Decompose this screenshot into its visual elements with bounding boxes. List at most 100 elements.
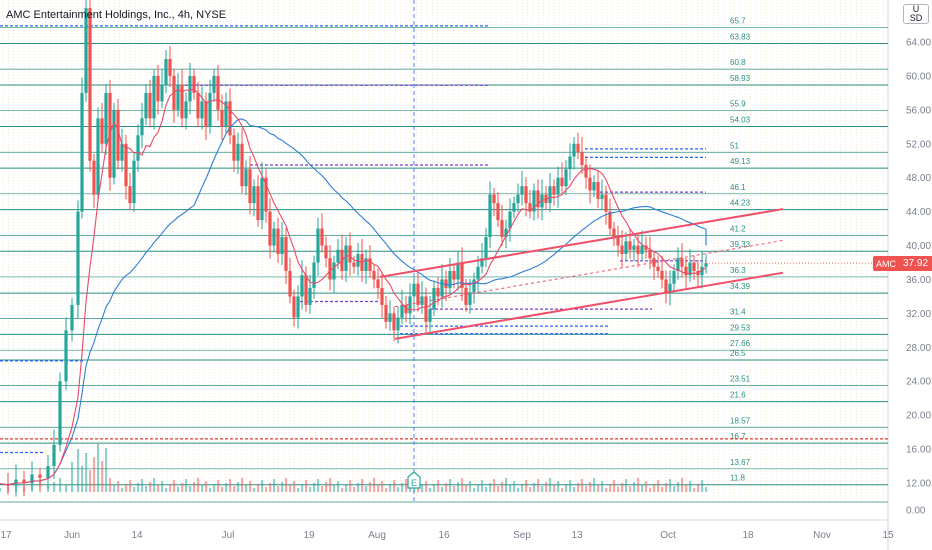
candle-body [684, 266, 688, 276]
candle-body [408, 296, 412, 314]
candle-body [640, 245, 644, 255]
volume-bar [545, 482, 548, 492]
candle-body [436, 287, 440, 297]
candle-body [416, 283, 420, 305]
volume-bar [59, 478, 62, 492]
candle-body [564, 169, 568, 187]
volume-bar [409, 486, 412, 492]
candle-body [568, 156, 572, 170]
volume-bar [617, 487, 620, 492]
volume-bar [385, 488, 388, 492]
candle-body [192, 75, 196, 93]
candle-body [628, 241, 632, 250]
volume-bar [317, 479, 320, 492]
volume-bar [293, 481, 296, 492]
candle-body [292, 296, 296, 318]
last-price-value: 37.92 [899, 256, 932, 271]
candle-body [456, 262, 460, 280]
volume-bar [653, 484, 656, 492]
candle-body [384, 304, 388, 322]
candle-body [480, 258, 484, 267]
earnings-marker[interactable]: E [407, 471, 421, 489]
volume-bar [121, 488, 124, 492]
volume-bar [301, 484, 304, 492]
volume-bar [169, 484, 172, 492]
volume-bar [265, 487, 268, 492]
volume-bar [333, 485, 336, 492]
candle-body [484, 237, 488, 259]
volume-bar [305, 480, 308, 492]
candle-body [252, 186, 256, 204]
candle-body [668, 283, 672, 293]
volume-bar [661, 487, 664, 492]
volume-bar [89, 470, 92, 492]
volume-bar [173, 480, 176, 492]
candle-body [308, 287, 312, 305]
candle-body [552, 186, 556, 195]
candle-body [592, 181, 596, 191]
candle-body [152, 75, 156, 119]
candle-body [536, 190, 540, 208]
volume-bar [257, 484, 260, 492]
candle-body [520, 186, 524, 195]
candle-body [196, 92, 200, 119]
candle-body [664, 279, 668, 293]
level-label: 36.3 [730, 266, 746, 275]
volume-bar [589, 482, 592, 492]
candle-body [636, 245, 640, 255]
volume-bar [509, 485, 512, 492]
candle-body [680, 258, 684, 267]
candle-body [476, 266, 480, 280]
y-tick-label: 24.00 [906, 377, 931, 388]
candle-body [224, 101, 228, 127]
currency-button[interactable]: U SD [903, 4, 929, 24]
volume-bar [277, 486, 280, 492]
volume-bar [401, 483, 404, 492]
candle-body [348, 245, 352, 263]
level-label: 58.93 [730, 74, 751, 83]
candle-body [264, 177, 268, 212]
volume-bar [561, 488, 564, 492]
volume-bar [425, 481, 428, 492]
earnings-marker-shape [407, 471, 421, 489]
candle-body [364, 258, 368, 271]
volume-bar [581, 479, 584, 492]
candle-body [548, 186, 552, 204]
volume-bar [345, 484, 348, 492]
candle-body [584, 164, 588, 178]
level-label: 44.23 [730, 199, 751, 208]
candle-body [496, 203, 500, 221]
volume-bar [649, 488, 652, 492]
candle-body [304, 275, 308, 305]
level-label: 51 [730, 141, 739, 150]
candle-body [704, 263, 708, 267]
volume-bar [469, 481, 472, 492]
level-label: 46.1 [730, 183, 746, 192]
candle-body [560, 177, 564, 187]
candle-body [148, 92, 152, 119]
candle-body [164, 58, 168, 85]
ma-slow-line [0, 118, 707, 486]
candle-body [596, 181, 600, 199]
candle-body [120, 143, 124, 161]
candle-body [38, 474, 42, 478]
candle-body [244, 169, 248, 187]
volume-bar [673, 486, 676, 492]
candle-body [572, 143, 576, 157]
level-label: 29.53 [730, 323, 751, 332]
candle-body [580, 152, 584, 165]
volume-bar [689, 481, 692, 492]
candle-body [84, 8, 88, 93]
candle-body [440, 279, 444, 297]
candle-body [532, 190, 536, 212]
y-tick-label: 40.00 [906, 241, 931, 252]
candle-body [608, 211, 612, 229]
volume-bar [233, 486, 236, 492]
candle-body [104, 92, 108, 144]
volume-bar [205, 481, 208, 492]
volume-bar [585, 486, 588, 492]
volume-bar [389, 484, 392, 492]
x-tick-label: Jun [64, 530, 80, 541]
volume-bar [685, 485, 688, 492]
